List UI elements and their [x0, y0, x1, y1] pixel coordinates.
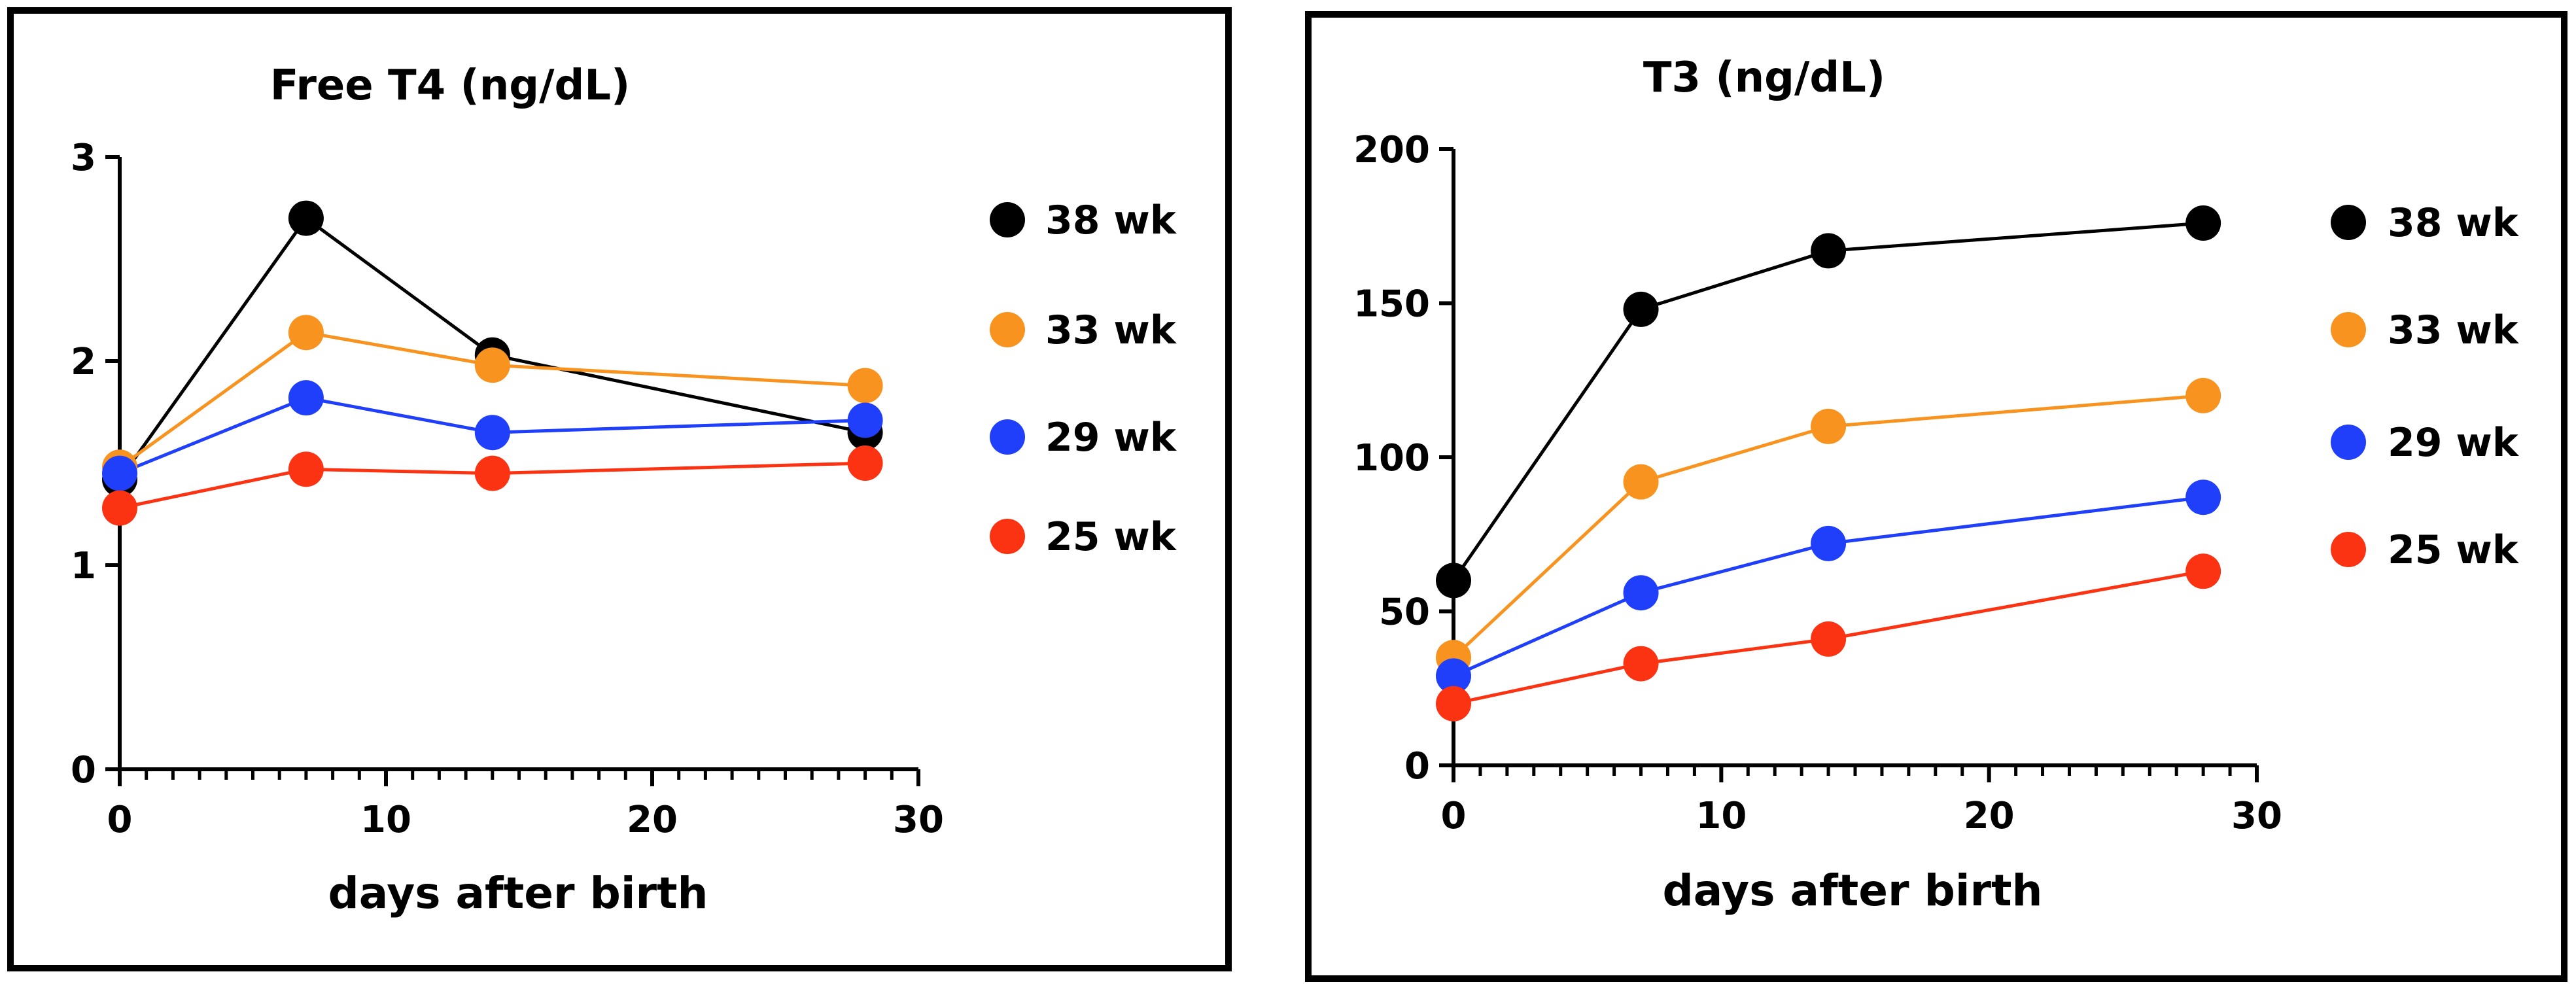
x-axis-label-free-t4: days after birth — [328, 868, 708, 918]
series-line-33-wk — [1452, 394, 2204, 659]
y-tick-label: 0 — [1404, 745, 1430, 788]
x-tick-label: 30 — [893, 799, 944, 841]
legend-marker-25-wk — [2331, 532, 2366, 567]
data-point-29-wk — [847, 402, 883, 438]
data-point-29-wk — [1436, 658, 1471, 694]
x-axis-label-t3: days after birth — [1662, 865, 2042, 916]
legend-marker-38-wk — [2331, 205, 2366, 240]
legend-marker-33-wk — [990, 312, 1025, 347]
legend-label-25-wk: 25 wk — [2388, 527, 2520, 573]
y-tick-label: 0 — [71, 749, 96, 792]
legend-label-33-wk: 33 wk — [2388, 307, 2520, 353]
data-point-29-wk — [1623, 575, 1659, 611]
series-line-29-wk — [1452, 495, 2204, 678]
y-tick-label: 200 — [1353, 129, 1430, 171]
y-tick-label: 50 — [1379, 591, 1430, 634]
panel-frame-t3 — [1305, 11, 2567, 982]
data-point-25-wk — [2185, 553, 2221, 589]
legend-label-29-wk: 29 wk — [1045, 415, 1177, 461]
y-tick-label: 3 — [71, 137, 96, 179]
y-tick-label: 150 — [1353, 283, 1430, 326]
legend-label-25-wk: 25 wk — [1045, 514, 1177, 560]
data-point-33-wk — [474, 347, 510, 383]
plot-free-t4: 0 10 20 30 0 1 2 3 38 wk 33 wk 29 wk 25 wk — [71, 137, 1177, 841]
y-tick-label: 100 — [1353, 437, 1430, 479]
series-line-38-wk — [1452, 221, 2204, 582]
data-point-38-wk — [288, 200, 324, 236]
chart-title-free-t4: Free T4 (ng/dL) — [270, 61, 631, 110]
series-line-25-wk — [119, 461, 865, 510]
data-point-33-wk — [2185, 377, 2221, 413]
data-point-33-wk — [1811, 408, 1847, 444]
legend-label-29-wk: 29 wk — [2388, 420, 2520, 466]
legend-label-33-wk: 33 wk — [1045, 307, 1177, 353]
data-point-38-wk — [1811, 233, 1847, 269]
data-point-29-wk — [2185, 479, 2221, 515]
x-tick-label: 20 — [1964, 795, 2015, 837]
x-tick-label: 10 — [1696, 795, 1747, 837]
data-point-25-wk — [102, 490, 137, 526]
legend-marker-33-wk — [2331, 312, 2366, 347]
series-line-25-wk — [1453, 569, 2204, 706]
plot-t3: 0 10 20 30 0 50 100 150 200 38 wk 33 wk 29 wk 25 wk — [1353, 129, 2520, 837]
data-point-33-wk — [847, 368, 883, 404]
x-tick-label: 0 — [107, 799, 133, 841]
data-point-33-wk — [1623, 464, 1659, 500]
y-tick-label: 2 — [71, 341, 96, 383]
data-point-25-wk — [847, 445, 883, 481]
data-point-38-wk — [1623, 291, 1659, 327]
x-tick-label: 30 — [2231, 795, 2282, 837]
data-point-25-wk — [474, 455, 510, 491]
x-tick-label: 0 — [1441, 795, 1467, 837]
series-line-33-wk — [118, 330, 865, 469]
data-point-25-wk — [1436, 686, 1471, 722]
y-tick-label: 1 — [71, 545, 96, 587]
data-point-38-wk — [1436, 563, 1471, 599]
data-point-33-wk — [288, 315, 324, 351]
legend-label-38-wk: 38 wk — [1045, 198, 1177, 243]
data-point-25-wk — [1623, 646, 1659, 682]
data-point-38-wk — [2185, 205, 2221, 241]
data-point-29-wk — [102, 455, 137, 491]
data-point-29-wk — [1811, 525, 1847, 561]
legend-marker-38-wk — [990, 202, 1025, 237]
legend-label-38-wk: 38 wk — [2388, 200, 2520, 246]
x-tick-label: 20 — [627, 799, 678, 841]
data-point-25-wk — [288, 451, 324, 487]
series-line-29-wk — [119, 396, 865, 475]
legend-marker-29-wk — [990, 419, 1025, 455]
series-line-38-wk — [118, 216, 866, 481]
data-point-29-wk — [474, 415, 510, 451]
x-tick-label: 10 — [360, 799, 411, 841]
data-point-25-wk — [1811, 621, 1847, 657]
legend-marker-29-wk — [2331, 425, 2366, 460]
panel-frame-free-t4 — [7, 7, 1232, 971]
data-point-29-wk — [288, 380, 324, 416]
chart-title-t3: T3 (ng/dL) — [1643, 54, 1885, 102]
legend-marker-25-wk — [990, 519, 1025, 554]
